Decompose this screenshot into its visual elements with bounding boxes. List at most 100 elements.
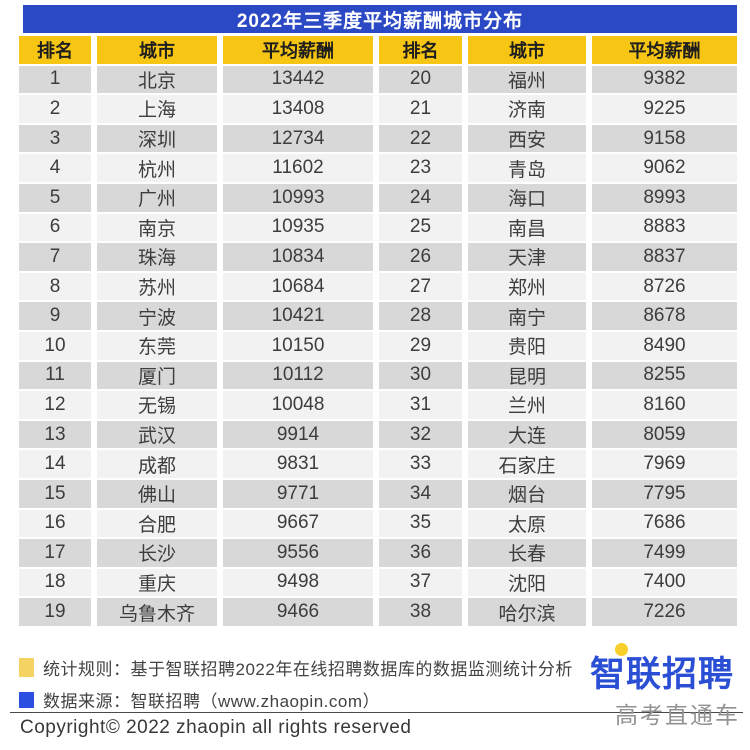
stat-rule-text: 统计规则：基于智联招聘2022年在线招聘数据库的数据监测统计分析 (43, 660, 573, 679)
city-cell: 兰州 (468, 391, 586, 419)
salary-cell: 7686 (592, 509, 737, 538)
salary-cell: 10993 (223, 183, 373, 212)
salary-cell: 10935 (223, 213, 373, 242)
header-cell: 平均薪酬 (592, 36, 737, 64)
salary-cell: 9466 (223, 598, 373, 626)
salary-cell: 9062 (592, 154, 737, 182)
salary-cell: 9498 (223, 568, 373, 597)
rank-cell: 16 (19, 509, 91, 538)
rank-cell: 36 (379, 539, 462, 567)
city-cell: 贵阳 (468, 331, 586, 360)
rank-cell: 4 (19, 154, 91, 182)
city-cell: 济南 (468, 95, 586, 123)
salary-cell: 9225 (592, 95, 737, 123)
salary-cell: 10834 (223, 243, 373, 271)
salary-cell: 10421 (223, 302, 373, 330)
salary-cell: 10048 (223, 391, 373, 419)
rank-cell: 21 (379, 95, 462, 123)
city-cell: 合肥 (97, 509, 217, 538)
salary-cell: 11602 (223, 154, 373, 182)
rank-cell: 20 (379, 65, 462, 94)
zhaopin-logo: 智联招聘 (590, 643, 734, 697)
city-cell: 无锡 (97, 391, 217, 419)
rank-cell: 24 (379, 183, 462, 212)
salary-cell: 10112 (223, 361, 373, 390)
header-cell: 平均薪酬 (223, 36, 373, 64)
city-cell: 太原 (468, 509, 586, 538)
city-cell: 乌鲁木齐 (97, 598, 217, 626)
blue-legend-icon (19, 691, 34, 708)
salary-table: 排名 城市 平均薪酬 排名 城市 平均薪酬 1 北京 13442 20 福州 9382 2 上海 13408… (19, 36, 737, 626)
city-cell: 南京 (97, 213, 217, 242)
salary-cell: 9556 (223, 539, 373, 567)
salary-cell: 13408 (223, 95, 373, 123)
city-cell: 昆明 (468, 361, 586, 390)
rank-cell: 30 (379, 361, 462, 390)
rank-cell: 12 (19, 391, 91, 419)
stat-rule-note: 统计规则：基于智联招聘2022年在线招聘数据库的数据监测统计分析 (19, 655, 573, 680)
salary-cell: 9667 (223, 509, 373, 538)
salary-cell: 8993 (592, 183, 737, 212)
city-cell: 长春 (468, 539, 586, 567)
rank-cell: 37 (379, 568, 462, 597)
salary-cell: 8490 (592, 331, 737, 360)
page-title: 2022年三季度平均薪酬城市分布 (23, 5, 737, 33)
rank-cell: 32 (379, 420, 462, 449)
rank-cell: 38 (379, 598, 462, 626)
salary-cell: 9831 (223, 450, 373, 478)
header-cell: 城市 (97, 36, 217, 64)
rank-cell: 33 (379, 450, 462, 478)
watermark-gaokao: 高考直通车 (615, 702, 740, 728)
header-cell: 排名 (19, 36, 91, 64)
data-source-note: 数据来源：智联招聘（www.zhaopin.com） (19, 687, 380, 712)
copyright-text: Copyright© 2022 zhaopin all rights reser… (20, 717, 412, 738)
rank-cell: 8 (19, 272, 91, 301)
rank-cell: 35 (379, 509, 462, 538)
rank-cell: 29 (379, 331, 462, 360)
city-cell: 哈尔滨 (468, 598, 586, 626)
salary-cell: 8726 (592, 272, 737, 301)
rank-cell: 5 (19, 183, 91, 212)
city-cell: 西安 (468, 124, 586, 153)
city-cell: 东莞 (97, 331, 217, 360)
rank-cell: 13 (19, 420, 91, 449)
city-cell: 沈阳 (468, 568, 586, 597)
city-cell: 深圳 (97, 124, 217, 153)
rank-cell: 25 (379, 213, 462, 242)
city-cell: 上海 (97, 95, 217, 123)
rank-cell: 7 (19, 243, 91, 271)
city-cell: 宁波 (97, 302, 217, 330)
salary-cell: 9771 (223, 479, 373, 508)
city-cell: 苏州 (97, 272, 217, 301)
rank-cell: 26 (379, 243, 462, 271)
salary-cell: 7969 (592, 450, 737, 478)
logo-dot-icon (614, 643, 628, 656)
rank-cell: 17 (19, 539, 91, 567)
city-cell: 珠海 (97, 243, 217, 271)
rank-cell: 23 (379, 154, 462, 182)
salary-cell: 9382 (592, 65, 737, 94)
city-cell: 福州 (468, 65, 586, 94)
salary-cell: 8883 (592, 213, 737, 242)
salary-cell: 9158 (592, 124, 737, 153)
rank-cell: 34 (379, 479, 462, 508)
city-cell: 海口 (468, 183, 586, 212)
rank-cell: 14 (19, 450, 91, 478)
city-cell: 武汉 (97, 420, 217, 449)
divider-line (10, 712, 743, 713)
city-cell: 天津 (468, 243, 586, 271)
city-cell: 佛山 (97, 479, 217, 508)
salary-cell: 7499 (592, 539, 737, 567)
rank-cell: 2 (19, 95, 91, 123)
salary-cell: 8059 (592, 420, 737, 449)
city-cell: 杭州 (97, 154, 217, 182)
city-cell: 南昌 (468, 213, 586, 242)
salary-cell: 7226 (592, 598, 737, 626)
header-cell: 城市 (468, 36, 586, 64)
city-cell: 烟台 (468, 479, 586, 508)
yellow-legend-icon (19, 658, 34, 677)
rank-cell: 10 (19, 331, 91, 360)
city-cell: 大连 (468, 420, 586, 449)
rank-cell: 27 (379, 272, 462, 301)
